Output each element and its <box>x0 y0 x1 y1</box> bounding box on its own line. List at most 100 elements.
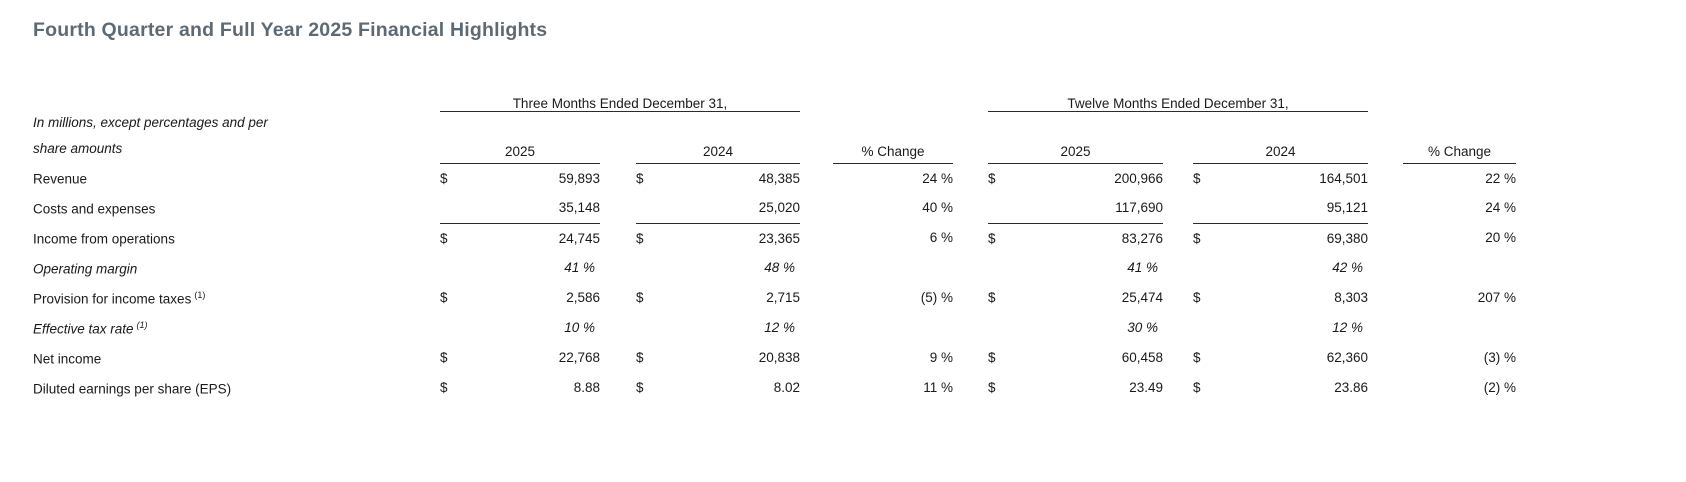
cell-y2024-value: 69,380 <box>1326 230 1368 246</box>
table-row: Net income $ 22,768 $ 20,838 9 % $ 60,45… <box>33 343 1516 373</box>
column-header-row: 2025 2024 % Change 2025 2024 % Change <box>33 111 1516 164</box>
cell-q2024-value: 8.02 <box>773 380 800 396</box>
cell-y2025-currency: $ <box>988 290 996 306</box>
cell-y2025-currency: $ <box>988 350 996 366</box>
cell-q2024-currency <box>636 193 684 224</box>
row-label: Costs and expenses <box>33 201 156 216</box>
row-label: Revenue <box>33 171 88 186</box>
cell-y2024-value: 42 % <box>1332 260 1363 276</box>
cell-y2024-value: 8,303 <box>1334 290 1368 306</box>
cell-q2025-currency: $ <box>440 350 448 366</box>
cell-q-pct-change <box>833 253 953 283</box>
cell-q-pct-change: 6 % <box>929 230 953 246</box>
cell-q2025-currency: $ <box>440 290 448 306</box>
cell-y2025-value: 83,276 <box>1121 230 1163 246</box>
table-body: Revenue $ 59,893 $ 48,385 24 % $ 200,966… <box>33 163 1516 403</box>
col-header-y-pct-change: % Change <box>1403 111 1516 164</box>
cell-y2024-currency: $ <box>1193 380 1201 396</box>
cell-spacer <box>1163 283 1193 313</box>
cell-q2024-value: 48 % <box>764 260 795 276</box>
cell-q2025-value: 2,586 <box>566 290 600 306</box>
cell-y2025-currency: $ <box>988 230 996 246</box>
cell-q2024-currency: $ <box>636 290 644 306</box>
group-header-twelve-months: Twelve Months Ended December 31, <box>988 83 1368 112</box>
group-header-three-months: Three Months Ended December 31, <box>440 83 800 112</box>
cell-spacer <box>600 193 636 223</box>
col-header-q-pct-change: % Change <box>833 111 953 164</box>
cell-y-pct-change: 24 % <box>1485 200 1516 216</box>
cell-q2025-currency <box>440 193 488 224</box>
cell-q2025-value: 35,148 <box>488 193 600 224</box>
cell-spacer <box>600 313 636 343</box>
cell-spacer <box>1368 223 1403 253</box>
row-label: Provision for income taxes (1) <box>33 289 206 306</box>
cell-y-pct-change <box>1403 253 1516 283</box>
row-label: Net income <box>33 351 102 366</box>
cell-spacer <box>1163 373 1193 403</box>
cell-spacer <box>953 373 988 403</box>
cell-spacer <box>953 313 988 343</box>
cell-q2024-currency <box>636 253 684 283</box>
cell-spacer <box>1368 163 1403 193</box>
header-spacer <box>1368 111 1403 163</box>
cell-y2025-currency <box>988 193 1043 224</box>
cell-q2024-value: 20,838 <box>758 350 800 366</box>
cell-spacer <box>800 253 833 283</box>
cell-q2025-value: 24,745 <box>558 230 600 246</box>
cell-q-pct-change: 9 % <box>929 350 953 366</box>
header-spacer <box>800 111 833 163</box>
cell-q-pct-change <box>833 313 953 343</box>
table-row: Diluted earnings per share (EPS) $ 8.88 … <box>33 373 1516 403</box>
units-note-line1: In millions, except percentages and per <box>33 115 268 130</box>
header-spacer <box>953 111 988 163</box>
row-label: Income from operations <box>33 231 175 246</box>
cell-spacer <box>953 223 988 253</box>
cell-q2025-currency: $ <box>440 170 448 186</box>
cell-q2024-value: 2,715 <box>766 290 800 306</box>
cell-y2025-value: 30 % <box>1127 320 1158 336</box>
header-spacer <box>1368 83 1516 111</box>
cell-y-pct-change: 20 % <box>1485 230 1516 246</box>
cell-q-pct-change: 24 % <box>922 170 953 186</box>
cell-q2025-value: 22,768 <box>558 350 600 366</box>
cell-spacer <box>953 163 988 193</box>
col-header-q-2024: 2024 <box>636 111 800 164</box>
row-label: Diluted earnings per share (EPS) <box>33 381 232 396</box>
cell-q2024-value: 25,020 <box>684 193 800 224</box>
cell-y-pct-change: (3) % <box>1483 350 1516 366</box>
cell-y2025-currency <box>988 313 1043 343</box>
cell-spacer <box>953 343 988 373</box>
cell-y-pct-change: 22 % <box>1485 170 1516 186</box>
cell-y2025-value: 60,458 <box>1121 350 1163 366</box>
cell-spacer <box>1163 253 1193 283</box>
cell-y2025-currency: $ <box>988 170 996 186</box>
cell-spacer <box>800 343 833 373</box>
cell-y2024-currency: $ <box>1193 290 1201 306</box>
cell-q2024-value: 12 % <box>764 320 795 336</box>
cell-y2025-value: 41 % <box>1127 260 1158 276</box>
cell-q2024-currency: $ <box>636 350 644 366</box>
cell-spacer <box>1368 313 1403 343</box>
cell-y2024-currency <box>1193 313 1248 343</box>
cell-y-pct-change: 207 % <box>1477 290 1516 306</box>
row-label: Effective tax rate (1) <box>33 319 148 336</box>
cell-spacer <box>1163 223 1193 253</box>
cell-q2025-value: 8.88 <box>573 380 600 396</box>
table-row: Provision for income taxes (1) $ 2,586 $ … <box>33 283 1516 313</box>
cell-q2024-currency: $ <box>636 380 644 396</box>
cell-q2025-value: 59,893 <box>558 170 600 186</box>
cell-y2024-value: 12 % <box>1332 320 1363 336</box>
cell-spacer <box>600 343 636 373</box>
table-row: Revenue $ 59,893 $ 48,385 24 % $ 200,966… <box>33 163 1516 193</box>
cell-y2025-value: 117,690 <box>1043 193 1163 224</box>
cell-spacer <box>1368 373 1403 403</box>
cell-y2024-value: 23.86 <box>1334 380 1368 396</box>
cell-q-pct-change: 40 % <box>922 200 953 216</box>
cell-spacer <box>800 373 833 403</box>
cell-spacer <box>953 283 988 313</box>
cell-q2024-currency: $ <box>636 170 644 186</box>
header-spacer <box>800 83 988 111</box>
cell-spacer <box>600 223 636 253</box>
cell-q2024-currency: $ <box>636 230 644 246</box>
cell-spacer <box>600 373 636 403</box>
